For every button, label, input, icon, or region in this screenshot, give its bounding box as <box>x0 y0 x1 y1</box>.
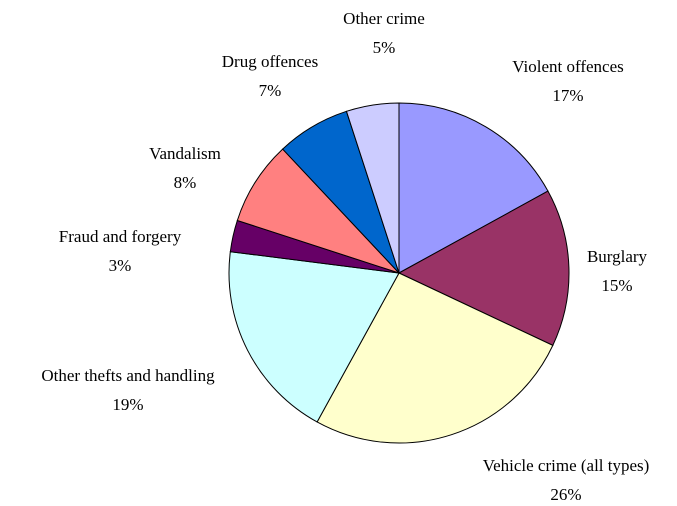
slice-value-label: 17% <box>552 86 583 105</box>
slice-value-label: 5% <box>373 38 396 57</box>
slice-value-label: 7% <box>259 81 282 100</box>
pie-slice <box>228 251 400 423</box>
pie-slice <box>398 102 549 274</box>
slice-label: Other thefts and handling <box>41 366 215 385</box>
slice-value-label: 3% <box>109 256 132 275</box>
slice-value-label: 8% <box>174 173 197 192</box>
slice-value-label: 15% <box>601 276 632 295</box>
slice-label: Violent offences <box>512 57 624 76</box>
slice-label: Vehicle crime (all types) <box>483 456 650 475</box>
pie-slice <box>397 190 570 347</box>
slice-label: Vandalism <box>149 144 221 163</box>
pie-slice <box>345 102 400 274</box>
slice-label: Other crime <box>343 9 425 28</box>
slice-label: Burglary <box>587 247 648 266</box>
slice-label: Fraud and forgery <box>59 227 182 246</box>
slice-value-label: 19% <box>112 395 143 414</box>
slice-label: Drug offences <box>222 52 318 71</box>
slice-value-label: 26% <box>550 485 581 504</box>
